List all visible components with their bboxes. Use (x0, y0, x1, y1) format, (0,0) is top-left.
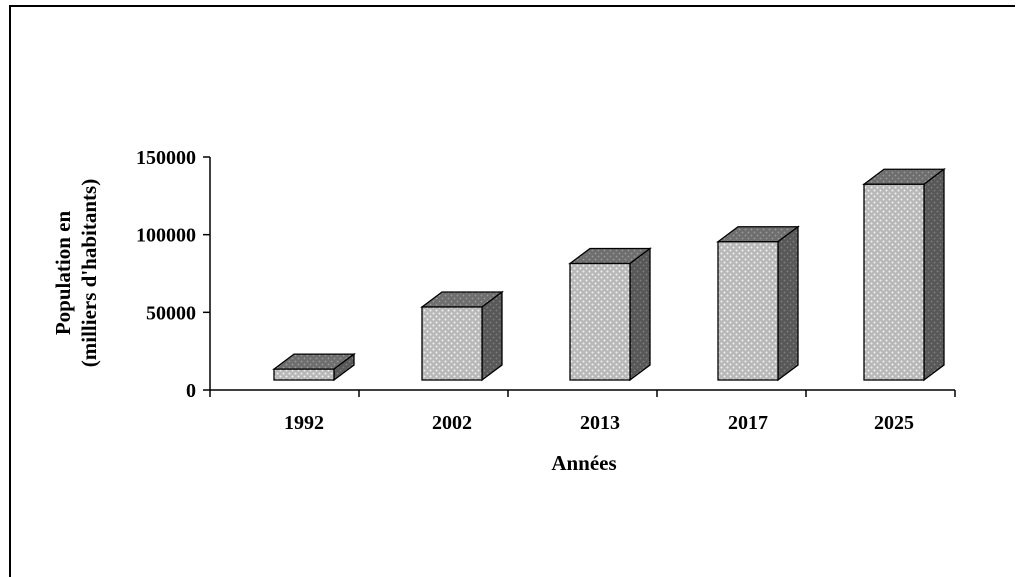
y-axis-title-line2: (milliers d'habitants) (77, 179, 101, 367)
y-tick-labels: 0 50000 100000 150000 (136, 147, 196, 402)
bar-front-face (273, 368, 335, 381)
bar-side-face (777, 225, 799, 382)
y-tick-label: 100000 (136, 225, 196, 247)
bar-1992 (272, 352, 356, 382)
x-tick-label: 2025 (874, 412, 914, 434)
bar-front-face (863, 183, 925, 381)
axes (203, 156, 956, 397)
bar-side-face (629, 247, 651, 382)
bar-2017 (716, 225, 800, 382)
bar-2025 (862, 167, 946, 382)
y-tick-label: 50000 (146, 302, 196, 324)
chart-frame (9, 5, 1015, 577)
bar-front-face (717, 241, 779, 381)
x-tick-label: 2013 (580, 412, 620, 434)
x-tick-label: 2017 (728, 412, 768, 434)
bars (272, 167, 946, 382)
category-labels: 1992 2002 2013 2017 2025 (284, 412, 914, 434)
bar-2002 (420, 290, 504, 382)
bar-front-face (421, 306, 483, 381)
x-tick-label: 2002 (432, 412, 472, 434)
bar-side-face (481, 290, 503, 382)
y-tick-label: 0 (186, 380, 196, 402)
bar-2013 (568, 247, 652, 382)
y-axis-title-line1: Population en (51, 211, 75, 336)
bar-side-face (923, 167, 945, 382)
x-axis-title: Années (551, 451, 616, 475)
x-tick-label: 1992 (284, 412, 324, 434)
y-tick-label: 150000 (136, 147, 196, 169)
bar-front-face (569, 262, 631, 381)
